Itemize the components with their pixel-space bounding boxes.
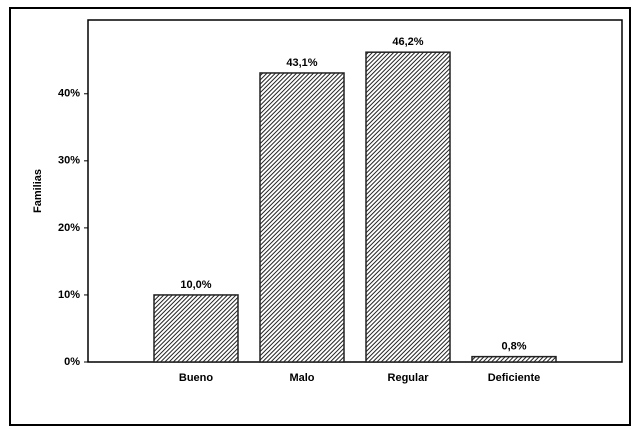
outer-frame (9, 7, 631, 426)
value-label: 0,8% (501, 341, 526, 353)
bar (471, 355, 557, 363)
value-label: 10,0% (180, 279, 211, 291)
bar (153, 294, 239, 363)
y-tick-label: 30% (58, 155, 80, 167)
y-tick-label: 0% (64, 356, 80, 368)
bar (365, 51, 451, 363)
y-tick-label: 20% (58, 222, 80, 234)
x-tick-label: Deficiente (488, 372, 541, 384)
x-tick-label: Malo (289, 372, 314, 384)
value-label: 46,2% (392, 36, 423, 48)
plot-frame (87, 19, 623, 363)
bar (259, 72, 345, 363)
y-tick-label: 10% (58, 289, 80, 301)
x-tick-label: Bueno (179, 372, 214, 384)
value-label: 43,1% (286, 57, 317, 69)
y-tick-label: 40% (58, 88, 80, 100)
y-axis-label: Familias (32, 169, 44, 213)
x-tick-label: Regular (388, 372, 430, 384)
